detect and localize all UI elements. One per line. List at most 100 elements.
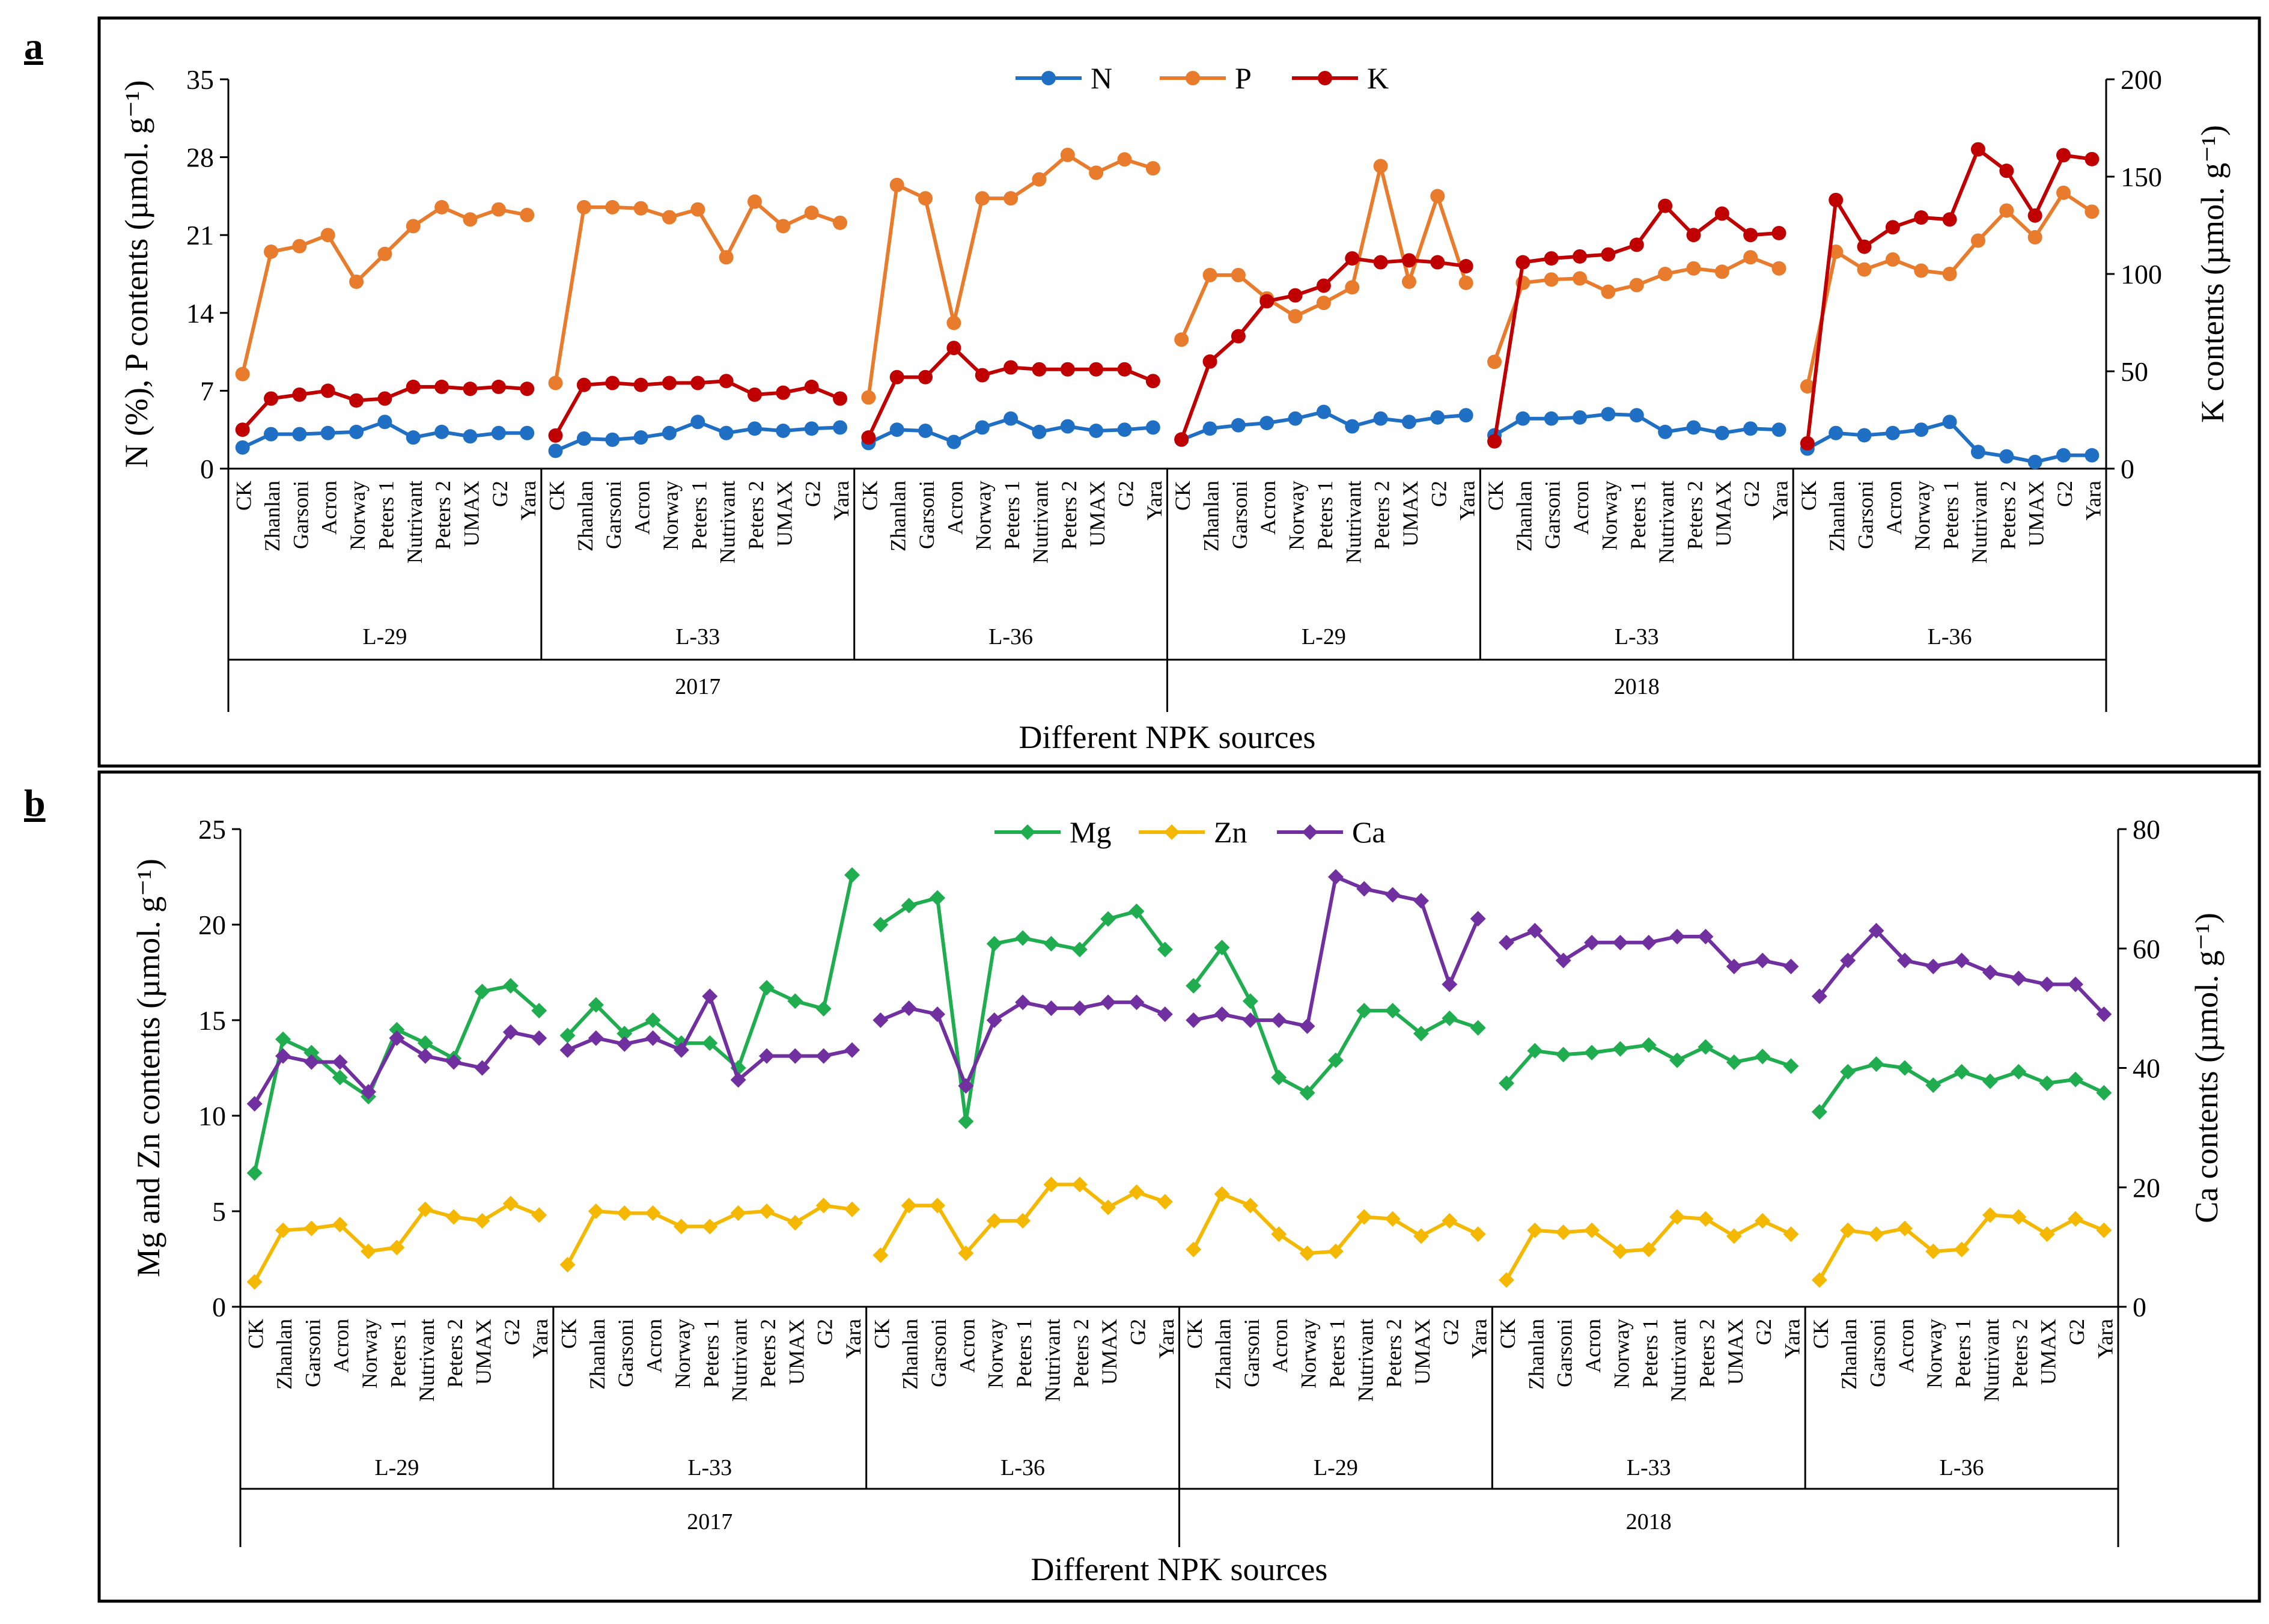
category-label-b: Garsoni xyxy=(1240,1319,1264,1387)
data-point-N xyxy=(520,425,535,440)
data-point-N xyxy=(1458,408,1473,423)
data-point-Ca xyxy=(1242,1012,1258,1028)
category-label-b: Nutrivant xyxy=(1666,1319,1690,1402)
data-point-Zn xyxy=(1384,1211,1401,1227)
data-point-K xyxy=(1829,192,1844,207)
right-tick-label-a: 200 xyxy=(2121,64,2162,95)
category-label-b: Peters 1 xyxy=(699,1319,723,1388)
data-point-N xyxy=(1515,411,1530,426)
data-point-Ca xyxy=(588,1030,604,1046)
data-point-N xyxy=(1202,421,1217,436)
right-tick-label-a: 100 xyxy=(2121,259,2162,290)
data-point-Ca xyxy=(559,1042,576,1058)
data-point-Zn xyxy=(1669,1209,1686,1225)
category-label-b: CK xyxy=(1496,1319,1520,1349)
data-point-K xyxy=(1487,434,1502,449)
data-point-Mg xyxy=(1100,911,1116,927)
data-point-Zn xyxy=(1214,1186,1230,1202)
data-point-Mg xyxy=(617,1026,633,1042)
data-point-P xyxy=(292,239,307,254)
left-tick-label-a: 7 xyxy=(200,376,214,406)
data-point-N xyxy=(491,425,506,440)
data-point-P xyxy=(946,315,961,330)
data-point-Zn xyxy=(1925,1243,1942,1259)
data-point-Mg xyxy=(1527,1042,1543,1059)
data-point-K xyxy=(349,393,364,408)
data-point-P xyxy=(548,376,563,391)
data-point-Mg xyxy=(1640,1037,1657,1053)
right-tick-label-a: 0 xyxy=(2121,454,2134,484)
category-label-b: CK xyxy=(1183,1319,1207,1349)
category-label-b: Peters 2 xyxy=(443,1319,467,1388)
category-label-a: G2 xyxy=(488,481,512,507)
category-label-a: Yara xyxy=(1142,481,1166,520)
data-point-Mg xyxy=(1071,941,1088,958)
data-point-Zn xyxy=(2096,1222,2112,1238)
data-point-Mg xyxy=(303,1045,320,1061)
category-label-a: Peters 1 xyxy=(1939,481,1963,550)
left-tick-label-a: 21 xyxy=(186,220,214,251)
data-point-K xyxy=(1970,142,1985,157)
data-point-Zn xyxy=(1868,1226,1884,1242)
right-tick-label-b: 40 xyxy=(2133,1053,2160,1084)
category-label-a: Nutrivant xyxy=(1967,481,1991,564)
series-line-Ca xyxy=(1818,928,2106,1016)
data-point-K xyxy=(1658,198,1673,213)
data-point-Mg xyxy=(531,1003,547,1019)
data-point-N xyxy=(662,425,677,440)
data-point-P xyxy=(1174,332,1189,347)
data-point-K xyxy=(1601,247,1616,262)
category-label-a: Norway xyxy=(659,481,683,550)
series-line-P xyxy=(240,205,528,375)
category-label-b: UMAX xyxy=(1410,1319,1434,1385)
data-point-Zn xyxy=(1015,1212,1031,1229)
category-label-a: Zhanlan xyxy=(1199,481,1223,552)
data-point-K xyxy=(576,377,591,392)
data-point-N xyxy=(576,431,591,446)
left-tick-label-a: 0 xyxy=(200,454,214,484)
data-point-Ca xyxy=(275,1048,291,1064)
category-label-b: Zhanlan xyxy=(1837,1319,1861,1390)
data-point-K xyxy=(520,382,535,397)
data-point-N xyxy=(264,427,279,442)
data-point-P xyxy=(1771,261,1786,276)
category-label-b: UMAX xyxy=(471,1319,495,1385)
data-point-K xyxy=(1231,329,1246,344)
data-point-K xyxy=(1373,255,1388,270)
data-point-N xyxy=(463,429,478,444)
y-axis-title-left-b: Mg and Zn contents (µmol. g⁻¹) xyxy=(130,859,166,1277)
data-point-Zn xyxy=(502,1196,519,1212)
data-point-Ca xyxy=(303,1054,320,1070)
category-label-a: UMAX xyxy=(1711,481,1735,547)
data-point-Ca xyxy=(986,1012,1002,1028)
panel-frame-a xyxy=(97,16,2261,768)
year-label-b: 2017 xyxy=(687,1509,732,1534)
data-point-Ca xyxy=(1271,1012,1287,1028)
left-tick-label-b: 25 xyxy=(198,814,226,845)
data-point-P xyxy=(1942,267,1957,281)
legend-marker-K xyxy=(1318,71,1332,85)
data-point-P xyxy=(1629,278,1644,293)
data-point-Zn xyxy=(986,1212,1002,1229)
category-label-b: Acron xyxy=(329,1319,353,1373)
data-point-Mg xyxy=(275,1031,291,1047)
data-point-Ca xyxy=(502,1024,519,1040)
data-point-Mg xyxy=(787,993,803,1009)
series-line-P xyxy=(1493,255,1780,363)
data-point-Mg xyxy=(1499,1075,1515,1091)
data-point-Zn xyxy=(246,1274,263,1290)
data-point-Ca xyxy=(617,1036,633,1052)
legend-label-Ca: Ca xyxy=(1352,815,1386,849)
data-point-Zn xyxy=(702,1218,718,1235)
data-point-Zn xyxy=(1356,1209,1372,1225)
category-label-b: Nutrivant xyxy=(1979,1319,2003,1402)
data-point-Mg xyxy=(1584,1045,1600,1061)
data-point-Zn xyxy=(930,1197,946,1214)
data-point-N xyxy=(1601,407,1616,422)
data-point-N xyxy=(1060,419,1075,434)
data-point-Ca xyxy=(446,1054,462,1070)
data-point-K xyxy=(1202,354,1217,369)
category-label-a: Nutrivant xyxy=(1654,481,1678,564)
data-point-Mg xyxy=(1811,1104,1827,1120)
legend-label-Mg: Mg xyxy=(1070,815,1111,849)
